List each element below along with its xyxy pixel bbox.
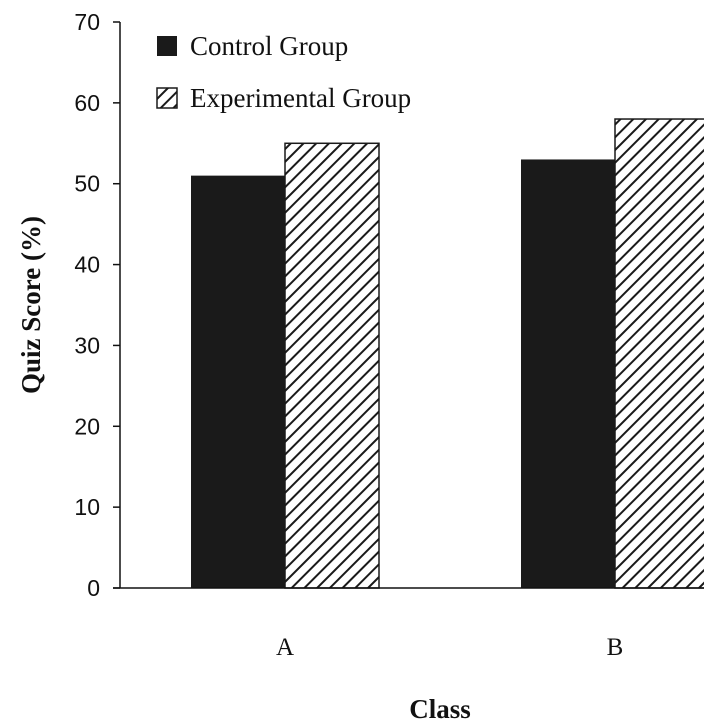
legend-label-control: Control Group [190, 31, 348, 61]
legend-label-experimental: Experimental Group [190, 83, 411, 113]
x-tick-label: A [276, 634, 294, 661]
legend-swatch-experimental [156, 87, 178, 109]
x-tick-label: B [607, 634, 624, 661]
y-tick-label: 20 [74, 413, 100, 439]
y-ticks: 0 10 20 30 40 50 60 70 [74, 9, 120, 601]
legend-swatch-control [157, 36, 177, 56]
y-tick-label: 30 [74, 332, 100, 358]
legend: Control Group Experimental Group [156, 31, 411, 113]
bar-control-b [521, 159, 615, 588]
bar-control-a [191, 175, 285, 588]
y-axis-title: Quiz Score (%) [16, 216, 46, 394]
bar-experimental-b [614, 118, 704, 589]
y-tick-label: 40 [74, 252, 100, 278]
y-tick-label: 10 [74, 494, 100, 520]
y-tick-label: 60 [74, 90, 100, 116]
bar-experimental-a [284, 142, 380, 589]
y-tick-label: 0 [87, 575, 100, 601]
y-tick-label: 70 [74, 9, 100, 35]
bars-layer [191, 118, 704, 589]
x-axis-title: Class [409, 694, 471, 724]
y-tick-label: 50 [74, 171, 100, 197]
